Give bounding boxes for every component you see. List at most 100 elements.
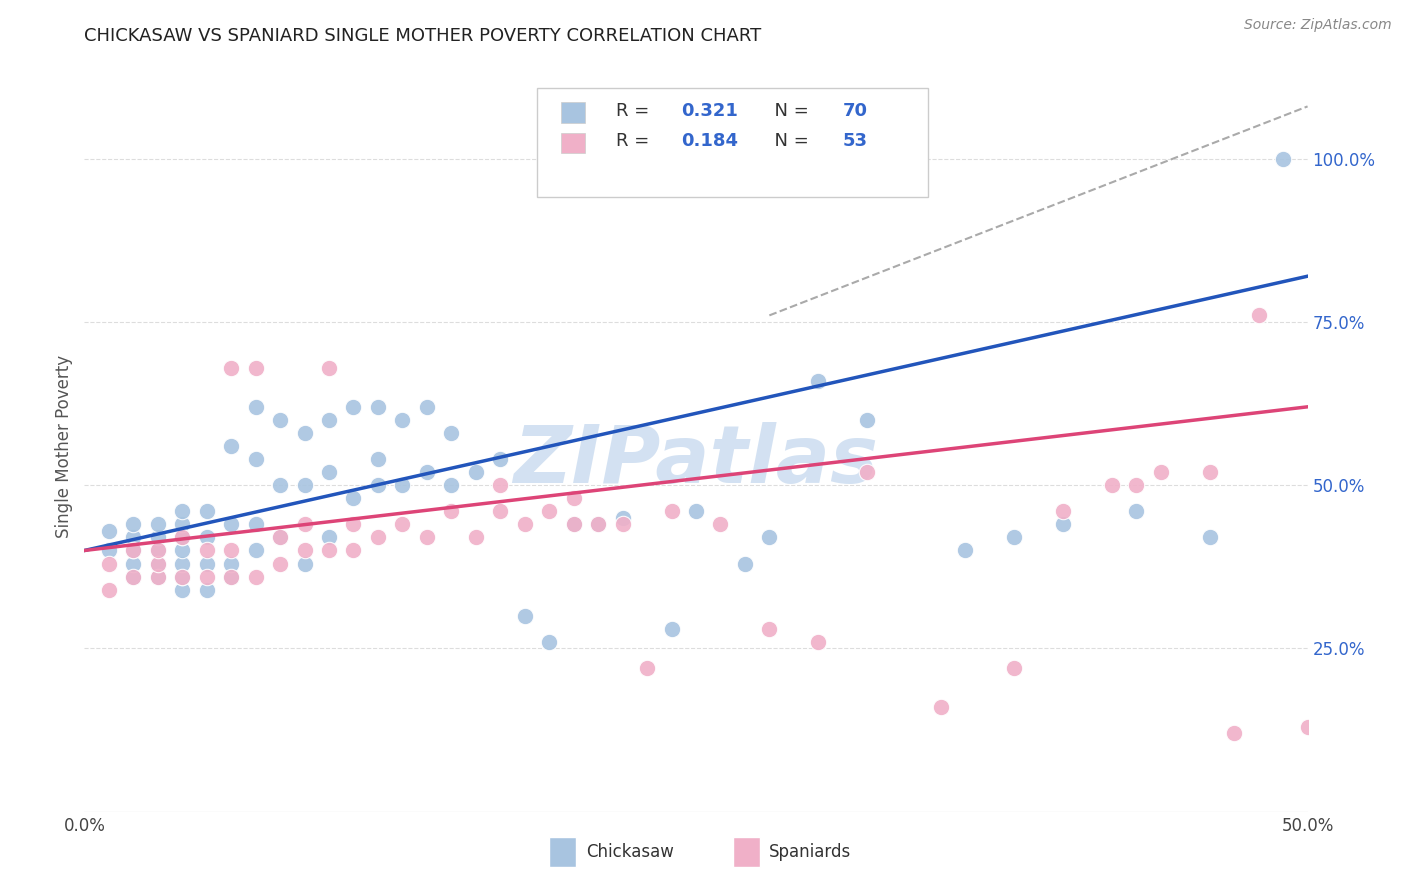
Point [219,360,242,375]
Point [367,478,389,492]
Point [318,465,340,479]
Point [97,524,120,538]
Point [245,569,267,583]
Point [464,465,486,479]
Point [1198,465,1220,479]
Point [1272,152,1295,166]
Point [661,622,683,636]
Text: 70: 70 [842,102,868,120]
Point [122,569,145,583]
Point [172,569,194,583]
Point [1101,478,1123,492]
Point [219,543,242,558]
Point [172,530,194,544]
Legend:  [1289,87,1301,98]
Point [586,517,609,532]
Point [1002,530,1025,544]
Point [294,478,316,492]
Point [122,517,145,532]
Point [269,557,291,571]
Point [172,543,194,558]
Point [489,504,512,518]
Point [342,543,364,558]
Point [172,530,194,544]
Point [612,511,634,525]
Point [195,569,218,583]
Point [562,517,585,532]
Point [513,517,536,532]
Point [318,413,340,427]
Point [1150,465,1173,479]
Point [122,530,145,544]
Point [440,425,463,440]
Text: R =: R = [616,102,655,120]
Point [538,504,561,518]
Point [440,504,463,518]
Point [685,504,707,518]
Point [342,491,364,506]
Point [122,543,145,558]
Point [269,478,291,492]
Point [807,635,830,649]
Point [97,543,120,558]
Point [97,557,120,571]
Point [391,478,413,492]
Point [219,569,242,583]
Point [172,569,194,583]
Point [245,452,267,467]
Point [538,635,561,649]
Point [172,557,194,571]
Point [146,517,169,532]
Point [146,569,169,583]
Point [245,543,267,558]
Point [953,543,976,558]
Text: 0.321: 0.321 [682,102,738,120]
Point [245,517,267,532]
Point [1296,720,1319,734]
Point [1002,661,1025,675]
Point [416,530,439,544]
Text: CHICKASAW VS SPANIARD SINGLE MOTHER POVERTY CORRELATION CHART: CHICKASAW VS SPANIARD SINGLE MOTHER POVE… [84,27,762,45]
Y-axis label: Single Mother Poverty: Single Mother Poverty [55,354,73,538]
Point [122,543,145,558]
Point [269,530,291,544]
Point [464,530,486,544]
Point [1247,309,1270,323]
Point [318,530,340,544]
Point [586,517,609,532]
Point [1223,726,1246,740]
Point [172,517,194,532]
Point [146,569,169,583]
Point [342,400,364,414]
Point [195,557,218,571]
Text: 0.184: 0.184 [682,132,738,150]
Point [1198,530,1220,544]
Point [489,478,512,492]
Point [562,491,585,506]
Point [562,517,585,532]
Point [219,557,242,571]
Point [294,557,316,571]
Point [856,465,879,479]
Point [758,530,780,544]
Point [342,517,364,532]
Point [758,622,780,636]
Point [122,557,145,571]
Text: 53: 53 [842,132,868,150]
Point [612,517,634,532]
Point [195,504,218,518]
Point [1052,517,1074,532]
Point [195,543,218,558]
Point [195,582,218,597]
Point [661,504,683,518]
FancyBboxPatch shape [733,838,759,867]
Point [440,478,463,492]
Point [219,569,242,583]
Text: N =: N = [763,102,814,120]
Point [146,557,169,571]
Point [367,530,389,544]
Point [97,582,120,597]
Point [172,504,194,518]
FancyBboxPatch shape [561,103,585,123]
FancyBboxPatch shape [561,133,585,153]
